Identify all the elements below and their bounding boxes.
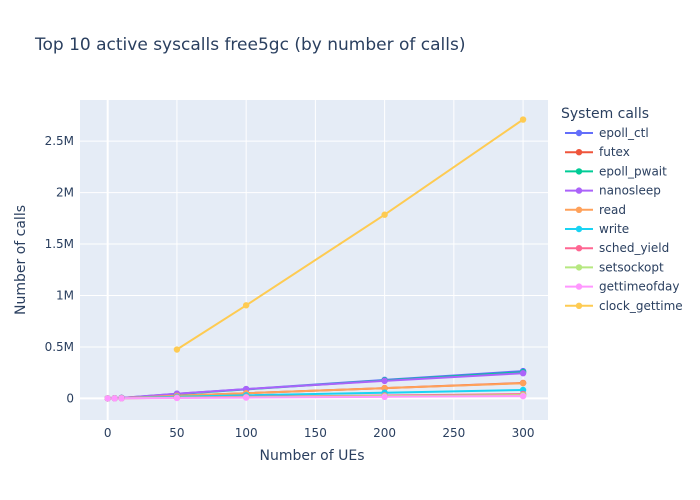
data-point-read: [519, 379, 527, 387]
legend-marker-sched_yield: [575, 245, 583, 252]
x-tick-label: 0: [104, 426, 112, 440]
legend-label-gettimeofday: gettimeofday: [599, 280, 679, 294]
legend-item-gettimeofday[interactable]: gettimeofday: [565, 280, 679, 294]
data-point-clock_gettime: [519, 116, 527, 123]
x-tick-label: 200: [373, 426, 396, 440]
legend-label-epoll_ctl: epoll_ctl: [599, 126, 649, 140]
legend-label-setsockopt: setsockopt: [599, 260, 664, 274]
data-point-gettimeofday: [381, 393, 388, 401]
x-tick-label: 50: [169, 426, 184, 440]
legend-item-setsockopt[interactable]: setsockopt: [565, 260, 664, 274]
data-point-gettimeofday: [111, 395, 118, 402]
legend-marker-gettimeofday: [575, 283, 583, 290]
legend-marker-epoll_pwait: [575, 168, 583, 175]
x-tick-label: 150: [304, 426, 327, 440]
y-tick-label: 0.5M: [45, 340, 74, 354]
legend-label-sched_yield: sched_yield: [599, 241, 669, 255]
legend-marker-epoll_ctl: [575, 129, 583, 137]
data-point-gettimeofday: [104, 395, 111, 402]
legend-item-epoll_pwait[interactable]: epoll_pwait: [565, 164, 667, 178]
legend-item-futex[interactable]: futex: [565, 145, 630, 159]
data-point-read: [381, 384, 388, 392]
legend-label-epoll_pwait: epoll_pwait: [599, 164, 667, 178]
x-axis-label: Number of UEs: [259, 448, 364, 464]
y-tick-label: 2M: [56, 186, 74, 200]
y-tick-label: 0: [66, 391, 74, 405]
data-point-clock_gettime: [173, 346, 181, 353]
legend-item-clock_gettime[interactable]: clock_gettime: [565, 299, 683, 313]
y-axis-label: Number of calls: [13, 205, 29, 315]
x-tick-label: 100: [235, 426, 258, 440]
legend-marker-setsockopt: [575, 264, 583, 271]
legend-title: System calls: [561, 106, 649, 122]
data-point-gettimeofday: [519, 392, 527, 400]
data-point-nanosleep: [381, 377, 388, 385]
y-tick-label: 1.5M: [45, 237, 74, 251]
data-point-gettimeofday: [242, 394, 250, 401]
x-tick-labels: 0 50 100 150 200 250 300: [104, 426, 535, 440]
legend-item-write[interactable]: write: [565, 222, 629, 236]
legend-marker-clock_gettime: [575, 302, 583, 309]
y-tick-labels: 0 0.5M 1M 1.5M 2M 2.5M: [45, 134, 74, 405]
data-point-clock_gettime: [242, 302, 250, 309]
legend-marker-nanosleep: [575, 187, 583, 194]
series-points: [104, 116, 527, 402]
chart-title: Top 10 active syscalls free5gc (by numbe…: [34, 35, 465, 55]
data-point-nanosleep: [519, 369, 527, 377]
legend-item-epoll_ctl[interactable]: epoll_ctl: [565, 126, 649, 140]
legend-label-nanosleep: nanosleep: [599, 184, 661, 198]
legend-label-write: write: [599, 222, 629, 236]
legend-marker-write: [575, 225, 583, 233]
data-point-gettimeofday: [118, 395, 125, 402]
legend-marker-read: [575, 206, 583, 213]
y-tick-label: 2.5M: [45, 134, 74, 148]
legend-label-clock_gettime: clock_gettime: [599, 299, 683, 313]
x-tick-label: 300: [512, 426, 535, 440]
legend-marker-futex: [575, 149, 583, 156]
y-tick-label: 1M: [56, 288, 74, 302]
series-line-clock_gettime: [176, 118, 524, 351]
legend-item-read[interactable]: read: [565, 203, 626, 217]
x-tick-label: 250: [442, 426, 465, 440]
data-point-clock_gettime: [381, 211, 388, 218]
legend-label-read: read: [599, 203, 626, 217]
legend-label-futex: futex: [599, 145, 630, 159]
legend-item-sched_yield[interactable]: sched_yield: [565, 241, 669, 255]
legend-item-nanosleep[interactable]: nanosleep: [565, 184, 661, 198]
data-point-gettimeofday: [173, 394, 181, 402]
